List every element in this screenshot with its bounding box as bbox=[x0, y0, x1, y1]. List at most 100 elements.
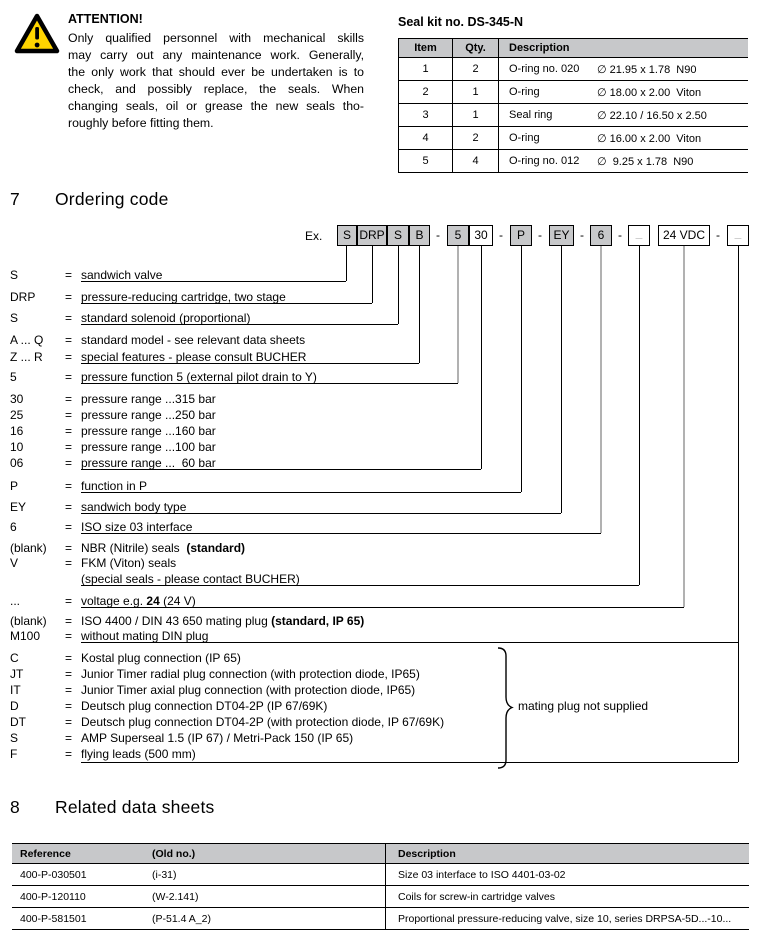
ordering-text-segment: standard model - see relevant data sheet… bbox=[81, 333, 306, 347]
cell-qty: 4 bbox=[453, 150, 499, 172]
cell-qty: 1 bbox=[453, 104, 499, 126]
ordering-row-code: EY bbox=[10, 500, 27, 514]
ordering-row: P = function in P bbox=[10, 479, 147, 493]
ordering-row-code: M100 bbox=[10, 629, 41, 643]
table-row: 400-P-030501 (i-31) Size 03 interface to I… bbox=[12, 864, 749, 886]
leader-line-vertical bbox=[398, 246, 399, 324]
ordering-row-text: flying leads (500 mm) bbox=[81, 747, 196, 761]
leader-line-vertical bbox=[561, 246, 562, 513]
code-box-placeholder: _ bbox=[727, 225, 749, 246]
ordering-row-text: pressure function 5 (external pilot drai… bbox=[81, 370, 317, 384]
cell-item: 5 bbox=[399, 150, 453, 172]
brace-note: mating plug not supplied bbox=[518, 699, 649, 713]
code-box-placeholder: _ bbox=[628, 225, 650, 246]
ordering-row-equals: = bbox=[65, 520, 73, 534]
ordering-row-code: 6 bbox=[10, 520, 17, 534]
ordering-text-segment: Kostal plug connection (IP 65) bbox=[81, 651, 241, 665]
seal-kit-header-row: Item Qty. Description bbox=[399, 39, 748, 58]
cell-description: O-ring ∅ 16.00 x 2.00 Viton bbox=[499, 127, 748, 149]
ordering-row-code: C bbox=[10, 651, 19, 665]
cell-item: 4 bbox=[399, 127, 453, 149]
cell-old-no: (W-2.141) bbox=[152, 890, 199, 903]
warning-triangle-icon bbox=[14, 13, 60, 54]
ordering-row-code: 10 bbox=[10, 440, 24, 454]
code-box-p: P bbox=[510, 225, 532, 246]
leader-line-vertical bbox=[600, 246, 602, 533]
leader-line-horizontal bbox=[81, 642, 738, 643]
ordering-row-code: ... bbox=[10, 594, 21, 608]
table-row: 4 2 O-ring ∅ 16.00 x 2.00 Viton bbox=[399, 127, 748, 150]
ordering-row-equals: = bbox=[65, 311, 73, 325]
ordering-row-equals: = bbox=[65, 683, 73, 697]
ordering-row: A ... Q = standard model - see relevant da… bbox=[10, 333, 305, 347]
part-size: ∅ 9.25 x 1.78 N90 bbox=[597, 155, 694, 168]
ordering-row-equals: = bbox=[65, 350, 73, 364]
ordering-row: (blank) = NBR (Nitrile) seals (standard) bbox=[10, 541, 245, 555]
ordering-text-segment: ISO size 03 interface bbox=[81, 520, 193, 534]
leader-line-horizontal bbox=[81, 363, 419, 364]
cell-reference: 400-P-581501 bbox=[20, 912, 87, 925]
ordering-row-text: sandwich valve bbox=[81, 268, 162, 282]
ordering-row-text: pressure range ...250 bar bbox=[81, 408, 216, 422]
cell-old-no: (P-51.4 A_2) bbox=[152, 912, 211, 925]
ordering-text-segment: pressure range ... 60 bar bbox=[81, 456, 216, 470]
ordering-row-text: FKM (Viton) seals bbox=[81, 556, 176, 570]
ordering-text-segment: pressure range ...100 bar bbox=[81, 440, 216, 454]
column-header-item: Item bbox=[399, 39, 453, 57]
ordering-row-text: Deutsch plug connection DT04-2P (IP 67/6… bbox=[81, 699, 327, 713]
attention-text-line: may carry out any maintenance work. Gene… bbox=[68, 48, 364, 62]
ordering-row: S = AMP Superseal 1.5 (IP 67) / Metri-Pack… bbox=[10, 731, 353, 745]
ordering-row-equals: = bbox=[65, 268, 73, 282]
leader-line-vertical bbox=[481, 246, 482, 469]
ordering-row: V = FKM (Viton) seals bbox=[10, 556, 176, 570]
cell-description: Seal ring ∅ 22.10 / 16.50 x 2.50 bbox=[499, 104, 748, 126]
code-box-b: B bbox=[409, 225, 430, 246]
ordering-row-code: P bbox=[10, 479, 19, 493]
ordering-row-code: S bbox=[10, 311, 19, 325]
ordering-text-segment: standard solenoid (proportional) bbox=[81, 311, 251, 325]
ordering-row-code: 30 bbox=[10, 392, 24, 406]
ordering-row-text: ISO 4400 / DIN 43 650 mating plug (stand… bbox=[81, 614, 364, 628]
ordering-row: M100 = without mating DIN plug bbox=[10, 629, 208, 643]
ordering-text-segment: function in P bbox=[81, 479, 148, 493]
ordering-text-segment: pressure function 5 (external pilot drai… bbox=[81, 370, 317, 384]
leader-line-horizontal bbox=[81, 324, 398, 325]
ordering-row-equals: = bbox=[65, 747, 73, 761]
seal-kit-title: Seal kit no. DS-345-N bbox=[398, 15, 524, 29]
ordering-text-segment: sandwich body type bbox=[81, 500, 187, 514]
ordering-row-text: without mating DIN plug bbox=[81, 629, 208, 643]
ordering-row-equals: = bbox=[65, 370, 73, 384]
leader-line-vertical bbox=[457, 246, 459, 383]
attention-text-line: the only work that should ever be undert… bbox=[68, 65, 364, 79]
leader-line-vertical bbox=[738, 246, 739, 762]
code-box-24-vdc: 24 VDC bbox=[658, 225, 710, 246]
table-row: 400-P-581501 (P-51.4 A_2) Proportional pre… bbox=[12, 908, 749, 930]
cell-old-no: (i-31) bbox=[152, 868, 177, 881]
column-header-old-no: (Old no.) bbox=[152, 847, 196, 860]
code-separator: - bbox=[716, 228, 720, 242]
ordering-row-code: 06 bbox=[10, 456, 24, 470]
leader-line-vertical bbox=[419, 246, 420, 363]
ordering-row: EY = sandwich body type bbox=[10, 500, 186, 514]
section8-number: 8 bbox=[10, 797, 20, 817]
ordering-text-segment: flying leads (500 mm) bbox=[81, 747, 196, 761]
code-separator: - bbox=[580, 228, 584, 242]
part-size: ∅ 21.95 x 1.78 N90 bbox=[597, 63, 697, 76]
leader-line-horizontal bbox=[81, 303, 372, 304]
cell-description: Proportional pressure-reducing valve, si… bbox=[385, 908, 749, 929]
ordering-row-text: Kostal plug connection (IP 65) bbox=[81, 651, 241, 665]
ordering-row-text: NBR (Nitrile) seals (standard) bbox=[81, 541, 245, 555]
ordering-row: (special seals - please contact BUCHER) bbox=[10, 572, 300, 586]
ordering-row-equals: = bbox=[65, 456, 73, 470]
part-size: ∅ 18.00 x 2.00 Viton bbox=[597, 86, 702, 99]
ordering-row-code: Z ... R bbox=[10, 350, 43, 364]
leader-line-horizontal bbox=[81, 469, 481, 470]
leader-line-horizontal bbox=[81, 762, 738, 763]
ordering-row-equals: = bbox=[65, 541, 73, 555]
ordering-row: 10 = pressure range ...100 bar bbox=[10, 440, 216, 454]
cell-description: Coils for screw-in cartridge valves bbox=[385, 886, 749, 907]
code-separator: - bbox=[618, 228, 622, 242]
code-box-5: 5 bbox=[447, 225, 469, 246]
column-header-description: Description bbox=[509, 42, 570, 54]
ordering-row-text: standard solenoid (proportional) bbox=[81, 311, 250, 325]
